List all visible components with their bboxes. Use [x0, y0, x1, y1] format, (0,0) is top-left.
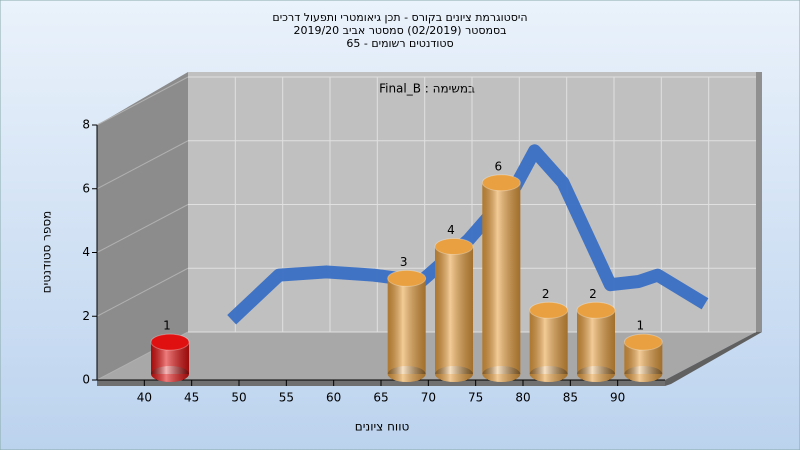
left-wall — [97, 72, 188, 380]
x-tick-label: 70 — [421, 391, 436, 405]
data-label: 4 — [447, 223, 455, 237]
x-tick-label: 45 — [184, 391, 199, 405]
bar-shade — [387, 278, 426, 374]
data-label: 6 — [495, 159, 503, 173]
bar-shade — [577, 310, 615, 374]
x-tick-label: 90 — [610, 391, 625, 405]
x-tick-label: 65 — [373, 391, 388, 405]
data-label: 2 — [589, 287, 597, 301]
bar-shade — [529, 366, 568, 382]
grid-line — [96, 267, 189, 317]
floor-edge — [665, 332, 762, 386]
bar-top — [529, 301, 569, 319]
data-label: 1 — [163, 319, 171, 333]
data-label: 1 — [637, 319, 645, 333]
bar-top — [623, 333, 663, 351]
y-tick-label: 4 — [82, 245, 90, 259]
x-tick-label: 80 — [515, 391, 530, 405]
y-axis-label: מספר סטודנטים — [40, 211, 54, 294]
x-tick-label: 50 — [231, 391, 246, 405]
data-label: 2 — [542, 287, 550, 301]
bar-shade — [577, 366, 615, 382]
annotation: במשימה : Final_B — [379, 82, 475, 96]
x-tick-label: 55 — [279, 391, 294, 405]
bar-shade — [151, 366, 189, 382]
y-tick-label: 0 — [82, 373, 90, 387]
bar-shade — [482, 366, 521, 382]
bar-shade — [482, 182, 521, 374]
chart-subtitle: בסמסטר (02/2019) סמסטר אביב 2019/20 — [293, 24, 506, 37]
bar-shade — [529, 310, 568, 374]
x-tick-label: 60 — [326, 391, 341, 405]
x-tick-label: 40 — [137, 391, 152, 405]
x-axis-label: טווח ציונים — [355, 420, 410, 434]
x-tick-label: 85 — [563, 391, 578, 405]
y-tick-label: 2 — [82, 309, 90, 323]
x-tick-label: 75 — [468, 391, 483, 405]
bar-top — [576, 301, 616, 319]
wall-edge — [756, 72, 762, 332]
bar-top — [434, 238, 474, 255]
bar-shade — [435, 246, 473, 374]
plot-box — [97, 72, 762, 386]
bar-top — [387, 269, 427, 287]
grid-line — [96, 76, 189, 126]
y-tick-label: 6 — [82, 181, 90, 195]
y-tick-label: 8 — [82, 118, 90, 132]
grid-line — [96, 204, 189, 253]
bar-shade — [624, 366, 663, 382]
bar-shade — [387, 366, 426, 382]
chart-subtitle: סטודנטים רשומים - 65 — [346, 37, 453, 50]
bar-top — [481, 174, 521, 192]
data-label: 3 — [400, 255, 408, 269]
bar-top — [150, 333, 190, 351]
bar-shade — [435, 366, 473, 382]
chart-title: היסטוגרמת ציונים בקורס - תכן גיאומטרי ות… — [272, 11, 527, 24]
grid-line — [96, 140, 189, 190]
